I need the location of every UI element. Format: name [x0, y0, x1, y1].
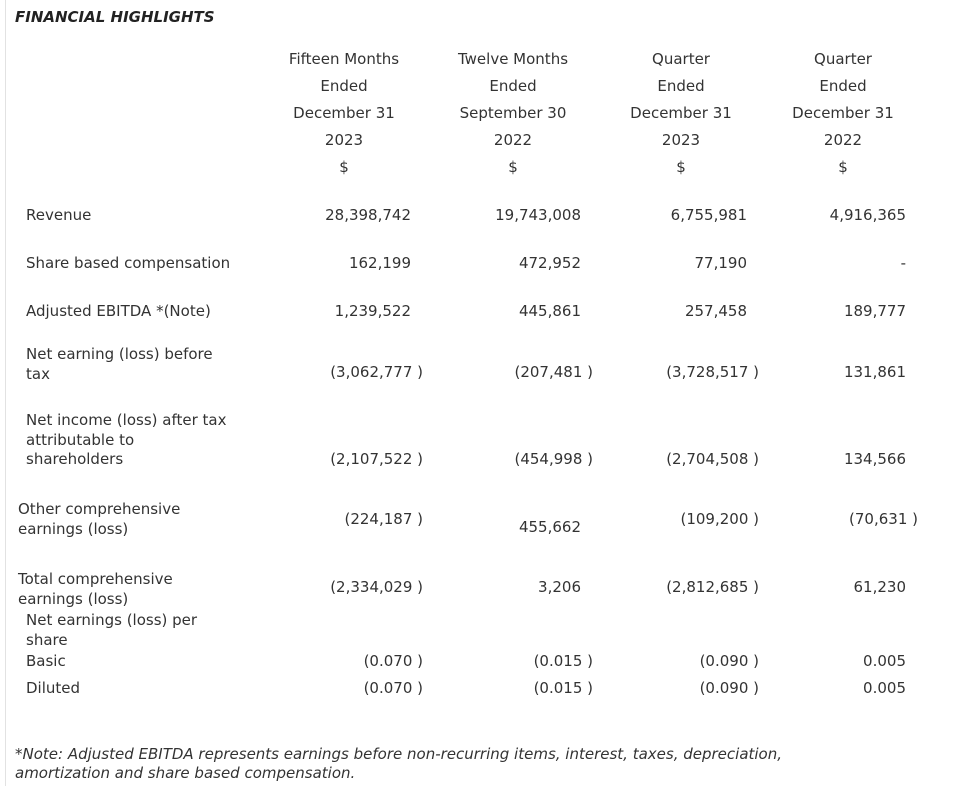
cell-value: (109,200 )	[680, 510, 759, 528]
column-header: Quarter	[652, 50, 710, 68]
cell-value: (0.090 )	[699, 652, 759, 670]
cell-value: 445,861	[518, 302, 581, 320]
cell-value: 19,743,008	[495, 206, 581, 224]
left-border	[5, 0, 6, 786]
cell-value: 134,566	[843, 450, 906, 468]
cell-value: 4,916,365	[829, 206, 906, 224]
column-header: Ended	[320, 77, 368, 95]
cell-value: 131,861	[843, 363, 906, 381]
column-header: Fifteen Months	[288, 50, 400, 68]
cell-value: (0.090 )	[699, 679, 759, 697]
cell-value: (70,631 )	[849, 510, 918, 528]
column-header: Ended	[819, 77, 867, 95]
column-header: $	[838, 158, 848, 176]
row-label: Diluted	[26, 679, 81, 697]
column-header: $	[339, 158, 349, 176]
cell-value: 1,239,522	[334, 302, 411, 320]
cell-value: (207,481 )	[514, 363, 593, 381]
column-header: Ended	[657, 77, 705, 95]
cell-value: (454,998 )	[514, 450, 593, 468]
row-label: attributable to	[26, 430, 135, 449]
cell-value: 28,398,742	[325, 206, 411, 224]
cell-value: (3,062,777 )	[330, 363, 423, 381]
title: FINANCIAL HIGHLIGHTS	[15, 8, 215, 26]
row-label: Net earnings (loss) per	[26, 611, 198, 629]
row-label: Net earning (loss) before	[26, 345, 213, 363]
row-label: Basic	[26, 652, 66, 670]
row-label: shareholders	[26, 450, 124, 468]
footnote: amortization and share based compensatio…	[15, 764, 356, 782]
row-label: Share based compensation	[26, 254, 231, 272]
column-header: December 31	[630, 104, 732, 122]
footnote: *Note: Adjusted EBITDA represents earnin…	[15, 745, 783, 763]
cell-value: 0.005	[863, 679, 906, 697]
cell-value: (0.015 )	[533, 679, 593, 697]
column-header: September 30	[459, 104, 567, 122]
column-header: December 31	[293, 104, 395, 122]
cell-value: 3,206	[538, 578, 581, 596]
column-header: Twelve Months	[457, 50, 569, 68]
column-header: $	[676, 158, 686, 176]
cell-value: 77,190	[694, 254, 748, 272]
cell-value: -	[900, 254, 906, 272]
row-label: Other comprehensive	[18, 500, 181, 518]
cell-value: (2,107,522 )	[330, 450, 423, 468]
column-header: 2023	[324, 131, 364, 149]
cell-value: 6,755,981	[670, 206, 747, 224]
cell-value: 189,777	[843, 302, 906, 320]
cell-value: 61,230	[853, 578, 907, 596]
cell-value: (2,704,508 )	[666, 450, 759, 468]
row-label: Revenue	[26, 206, 92, 224]
cell-value: (2,812,685 )	[666, 578, 759, 596]
row-label: tax	[26, 364, 50, 383]
column-header: 2022	[493, 131, 533, 149]
cell-value: (0.070 )	[363, 679, 423, 697]
column-header: 2022	[823, 131, 863, 149]
cell-value: 455,662	[518, 518, 581, 536]
cell-value: (0.070 )	[363, 652, 423, 670]
cell-value: (3,728,517 )	[666, 363, 759, 381]
column-header: Quarter	[814, 50, 872, 68]
row-label: Adjusted EBITDA *(Note)	[26, 302, 211, 320]
row-label: earnings (loss)	[18, 589, 129, 608]
cell-value: (224,187 )	[344, 510, 423, 528]
column-header: 2023	[661, 131, 701, 149]
cell-value: 257,458	[684, 302, 747, 320]
cell-value: 162,199	[348, 254, 411, 272]
cell-value: (0.015 )	[533, 652, 593, 670]
row-label: earnings (loss)	[18, 519, 129, 538]
cell-value: 0.005	[863, 652, 906, 670]
row-label: Total comprehensive	[18, 570, 173, 588]
cell-value: (2,334,029 )	[330, 578, 423, 596]
column-header: $	[508, 158, 518, 176]
row-label: Net income (loss) after tax	[26, 411, 227, 429]
cell-value: 472,952	[518, 254, 581, 272]
column-header: December 31	[792, 104, 894, 122]
column-header: Ended	[489, 77, 537, 95]
row-label: share	[26, 630, 68, 649]
